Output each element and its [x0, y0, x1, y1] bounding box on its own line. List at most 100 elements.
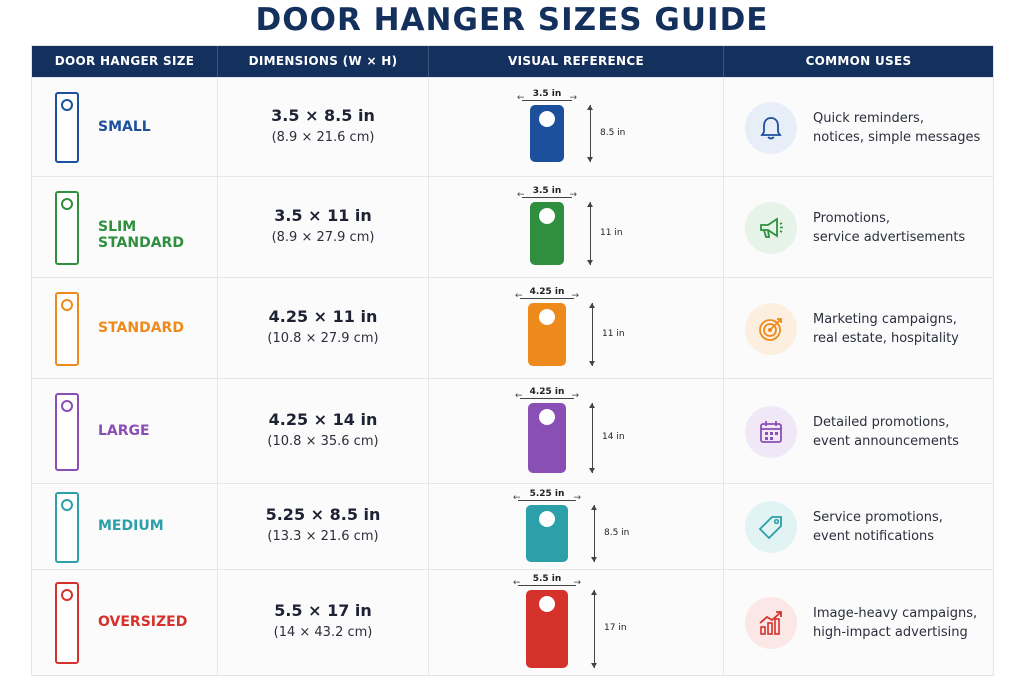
uses-text: Detailed promotions, event announcements [813, 413, 959, 451]
visual-reference-cell: 4.25 in 11 in [429, 278, 724, 378]
size-name: STANDARD [98, 320, 184, 336]
size-cell: STANDARD [32, 278, 218, 378]
dimensions-inches: 3.5 × 11 in [274, 206, 372, 225]
calendar-icon [745, 406, 797, 458]
table-row: SMALL 3.5 × 8.5 in (8.9 × 21.6 cm) 3.5 in 8.… [32, 77, 993, 176]
width-arrow [517, 93, 577, 103]
visual-reference-cell: 3.5 in 8.5 in [429, 78, 724, 176]
tag-icon [745, 501, 797, 553]
common-uses-cell: Service promotions, event notifications [724, 484, 993, 569]
dimensions-cell: 3.5 × 8.5 in (8.9 × 21.6 cm) [218, 78, 429, 176]
dimensions-cell: 4.25 × 11 in (10.8 × 27.9 cm) [218, 278, 429, 378]
size-cell: LARGE [32, 379, 218, 483]
uses-line-2: high-impact advertising [813, 625, 968, 640]
dimensions-cm: (10.8 × 27.9 cm) [267, 331, 379, 346]
uses-text: Quick reminders, notices, simple messages [813, 109, 980, 147]
uses-text: Promotions, service advertisements [813, 209, 965, 247]
uses-line-2: event notifications [813, 529, 935, 544]
uses-line-1: Marketing campaigns, [813, 312, 957, 327]
visual-reference-cell: 4.25 in 14 in [429, 379, 724, 483]
uses-line-1: Image-heavy campaigns, [813, 606, 978, 621]
growth-chart-icon [745, 597, 797, 649]
dimensions-cell: 4.25 × 14 in (10.8 × 35.6 cm) [218, 379, 429, 483]
dimensions-cell: 5.25 × 8.5 in (13.3 × 21.6 cm) [218, 484, 429, 569]
uses-text: Service promotions, event notifications [813, 508, 943, 546]
hanger-hole [539, 208, 555, 224]
size-cell: SMALL [32, 78, 218, 176]
uses-line-2: notices, simple messages [813, 130, 981, 145]
common-uses-cell: Promotions, service advertisements [724, 177, 993, 277]
size-name: MEDIUM [98, 518, 164, 534]
table-row: LARGE 4.25 × 14 in (10.8 × 35.6 cm) 4.25 in… [32, 378, 993, 483]
height-arrow [589, 403, 595, 473]
common-uses-cell: Quick reminders, notices, simple messages [724, 78, 993, 176]
visual-reference-cell: 5.5 in 17 in [429, 570, 724, 675]
door-hanger-shape [528, 403, 566, 473]
dimensions-inches: 4.25 × 14 in [268, 410, 378, 429]
height-label: 17 in [604, 623, 627, 633]
dimensions-inches: 5.5 × 17 in [274, 601, 372, 620]
uses-line-1: Detailed promotions, [813, 415, 950, 430]
height-arrow [589, 303, 595, 366]
door-hanger-outline-icon [55, 92, 79, 163]
door-hanger-shape [528, 303, 566, 366]
dimensions-cm: (8.9 × 21.6 cm) [271, 130, 375, 145]
size-cell: OVERSIZED [32, 570, 218, 675]
width-label: 3.5 in [532, 89, 562, 99]
bell-icon [745, 102, 797, 154]
uses-text: Image-heavy campaigns, high-impact advert… [813, 604, 977, 642]
table-header: DOOR HANGER SIZE DIMENSIONS (W × H) VISU… [32, 46, 993, 77]
dimensions-cm: (13.3 × 21.6 cm) [267, 529, 379, 544]
visual-reference-cell: 5.25 in 8.5 in [429, 484, 724, 569]
door-hanger-shape [530, 202, 564, 265]
width-label: 5.5 in [532, 574, 562, 584]
width-arrow [515, 291, 579, 301]
size-cell: SLIM STANDARD [32, 177, 218, 277]
table-row: STANDARD 4.25 × 11 in (10.8 × 27.9 cm) 4.25… [32, 277, 993, 378]
header-common-uses: COMMON USES [805, 54, 912, 68]
height-arrow [587, 202, 593, 265]
height-arrow [591, 590, 597, 668]
uses-line-1: Promotions, [813, 211, 891, 226]
width-label: 4.25 in [529, 387, 565, 397]
target-icon [745, 303, 797, 355]
door-hanger-shape [526, 505, 568, 562]
door-hanger-shape [530, 105, 564, 162]
size-name: SLIM STANDARD [98, 219, 184, 251]
megaphone-icon [745, 202, 797, 254]
door-hanger-outline-icon [55, 191, 79, 265]
uses-line-2: service advertisements [813, 230, 966, 245]
dimensions-inches: 3.5 × 8.5 in [271, 106, 375, 125]
height-arrow [587, 105, 593, 162]
door-hanger-outline-icon [55, 292, 79, 366]
common-uses-cell: Marketing campaigns, real estate, hospita… [724, 278, 993, 378]
dimensions-cm: (8.9 × 27.9 cm) [271, 230, 375, 245]
width-arrow [515, 391, 579, 401]
dimensions-inches: 5.25 × 8.5 in [265, 505, 381, 524]
header-visual-reference: VISUAL REFERENCE [429, 46, 724, 77]
size-name: SMALL [98, 119, 151, 135]
table-row: MEDIUM 5.25 × 8.5 in (13.3 × 21.6 cm) 5.25 … [32, 483, 993, 569]
width-label: 4.25 in [529, 287, 565, 297]
width-arrow [513, 493, 581, 503]
height-label: 8.5 in [600, 127, 626, 138]
size-name: OVERSIZED [98, 614, 188, 630]
height-label: 11 in [600, 227, 623, 238]
common-uses-cell: Image-heavy campaigns, high-impact advert… [724, 570, 993, 675]
dimensions-cell: 5.5 × 17 in (14 × 43.2 cm) [218, 570, 429, 675]
height-label: 14 in [602, 432, 625, 442]
visual-reference-cell: 3.5 in 11 in [429, 177, 724, 277]
table-row: SLIM STANDARD 3.5 × 11 in (8.9 × 27.9 cm) 3… [32, 176, 993, 277]
common-uses-cell: Detailed promotions, event announcements [724, 379, 993, 483]
door-hanger-outline-icon [55, 393, 79, 471]
hanger-hole [539, 511, 555, 527]
hanger-hole [539, 409, 555, 425]
width-arrow [513, 578, 581, 588]
size-name: LARGE [98, 423, 150, 439]
door-hanger-outline-icon [55, 582, 79, 664]
hanger-hole [539, 111, 555, 127]
width-arrow [517, 190, 577, 200]
header-size: DOOR HANGER SIZE [32, 46, 218, 77]
hanger-hole [539, 309, 555, 325]
height-arrow [591, 505, 597, 562]
